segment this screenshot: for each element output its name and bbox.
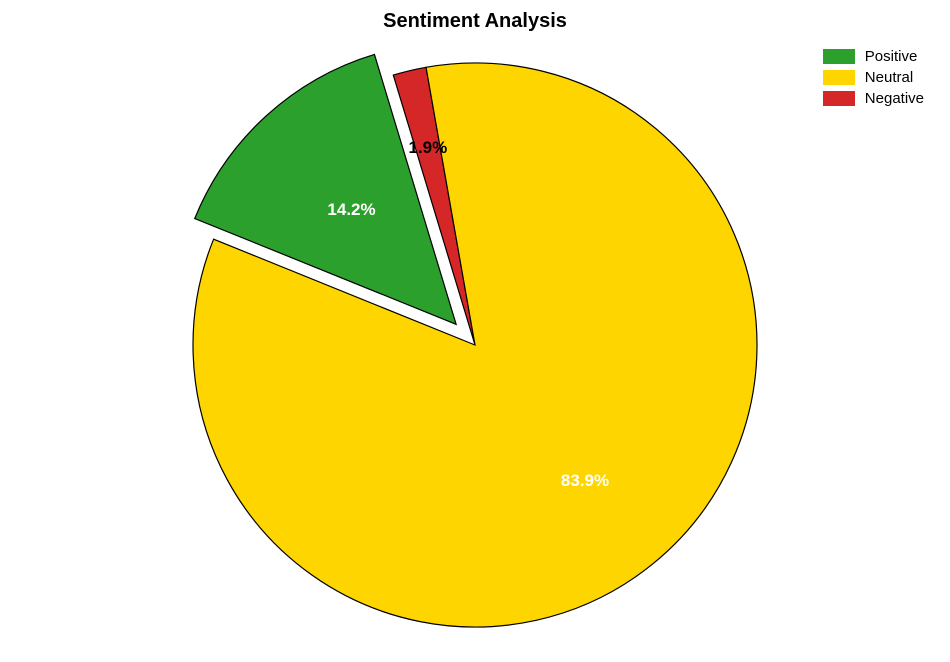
legend-label-neutral: Neutral bbox=[865, 69, 913, 86]
legend-swatch-neutral bbox=[823, 70, 855, 85]
legend-item-neutral: Neutral bbox=[823, 69, 924, 86]
slice-label-negative: 1.9% bbox=[409, 138, 448, 158]
legend-swatch-positive bbox=[823, 49, 855, 64]
legend: Positive Neutral Negative bbox=[823, 48, 924, 111]
legend-item-negative: Negative bbox=[823, 90, 924, 107]
pie-chart bbox=[0, 40, 950, 640]
legend-label-positive: Positive bbox=[865, 48, 918, 65]
slice-label-positive: 14.2% bbox=[327, 200, 375, 220]
slice-label-neutral: 83.9% bbox=[561, 471, 609, 491]
legend-label-negative: Negative bbox=[865, 90, 924, 107]
legend-swatch-negative bbox=[823, 91, 855, 106]
legend-item-positive: Positive bbox=[823, 48, 924, 65]
